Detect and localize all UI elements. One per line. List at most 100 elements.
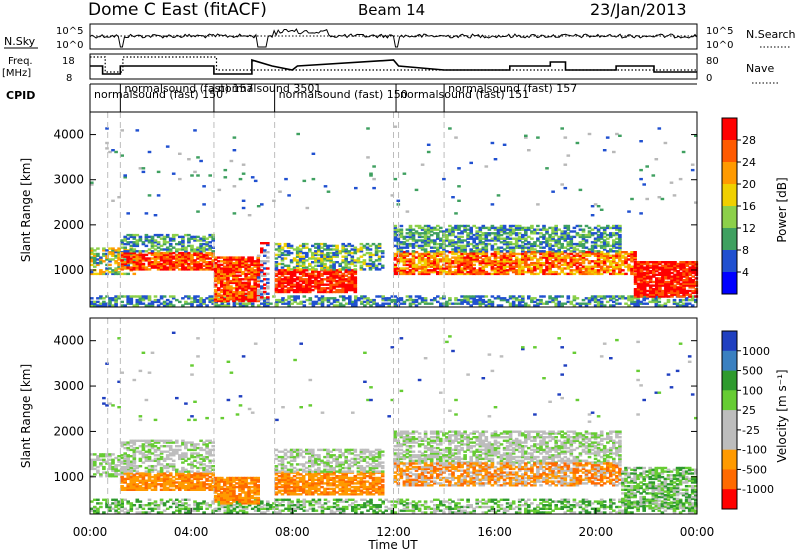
- heatmap-cell: [602, 241, 607, 244]
- heatmap-cell: [301, 246, 306, 249]
- heatmap-cell: [326, 257, 330, 260]
- heatmap-cell: [126, 509, 130, 512]
- heatmap-cell: [445, 265, 449, 268]
- heatmap-cell: [123, 258, 127, 261]
- heatmap-cell: [560, 498, 564, 501]
- heatmap-cell: [460, 295, 464, 298]
- noise-line: [89, 28, 698, 48]
- heatmap-cell: [393, 258, 398, 261]
- heatmap-cell: [587, 502, 592, 505]
- heatmap-cell: [156, 251, 161, 255]
- heatmap-cell: [260, 511, 264, 514]
- heatmap-cell: [213, 290, 218, 294]
- heatmap-cell: [672, 302, 677, 305]
- heatmap-cell: [138, 250, 143, 253]
- heatmap-cell: [347, 272, 352, 276]
- heatmap-cell: [484, 272, 489, 276]
- heatmap-cell: [457, 269, 461, 272]
- heatmap-cell: [159, 268, 164, 271]
- heatmap-cell: [478, 242, 483, 246]
- heatmap-cell: [411, 244, 416, 248]
- heatmap-cell: [184, 302, 188, 305]
- heatmap-cell: [411, 263, 416, 267]
- heatmap-cell: [399, 230, 404, 233]
- heatmap-cell: [238, 258, 242, 261]
- heatmap-cell: [545, 254, 549, 257]
- heatmap-cell: [666, 300, 671, 304]
- heatmap-cell: [277, 276, 282, 279]
- heatmap-cell: [542, 504, 546, 507]
- heatmap-cell: [478, 300, 483, 304]
- heatmap-cell: [229, 287, 233, 290]
- heatmap-cell: [694, 289, 699, 293]
- heatmap-cell: [478, 269, 483, 272]
- heatmap-cell: [612, 244, 616, 248]
- heatmap-cell: [533, 297, 537, 300]
- heatmap-cell: [190, 253, 194, 257]
- heatmap-cell: [120, 241, 124, 244]
- heatmap-cell: [402, 267, 407, 270]
- heatmap-cell: [609, 265, 613, 268]
- heatmap-cell: [123, 511, 127, 514]
- heatmap-cell: [223, 292, 227, 295]
- heatmap-cell: [396, 300, 401, 304]
- heatmap-cell: [445, 237, 449, 240]
- heatmap-cell: [371, 264, 376, 267]
- heatmap-cell: [359, 250, 364, 253]
- heatmap-cell: [123, 253, 127, 257]
- heatmap-cell: [554, 252, 558, 256]
- heatmap-cell: [652, 270, 656, 273]
- heatmap-cell: [514, 261, 519, 265]
- heatmap-cell: [217, 294, 221, 297]
- heatmap-cell: [548, 261, 552, 265]
- heatmap-cell: [514, 226, 519, 230]
- heatmap-cell: [685, 291, 689, 295]
- heatmap-cell: [542, 295, 546, 298]
- heatmap-cell: [602, 228, 607, 231]
- heatmap-cell: [636, 268, 641, 271]
- heatmap-cell: [691, 261, 695, 264]
- heatmap-cell: [599, 237, 604, 240]
- heatmap-cell: [199, 266, 203, 269]
- heatmap-cell: [429, 250, 434, 253]
- heatmap-cell: [469, 511, 473, 514]
- heatmap-cell: [368, 259, 373, 262]
- heatmap-cell: [475, 230, 479, 233]
- heatmap-cell: [436, 263, 440, 267]
- heatmap-cell: [153, 261, 158, 264]
- heatmap-cell: [135, 500, 140, 503]
- heatmap-cell: [226, 279, 230, 283]
- heatmap-cell: [162, 253, 167, 257]
- heatmap-cell: [296, 504, 300, 507]
- heatmap-cell: [329, 279, 333, 283]
- heatmap-cell: [402, 500, 407, 503]
- heatmap-cell: [484, 250, 489, 253]
- heatmap-cell: [554, 228, 558, 231]
- heatmap-cell: [353, 285, 358, 288]
- heatmap-cell: [184, 507, 188, 510]
- heatmap-cell: [417, 265, 422, 268]
- heatmap-cell: [405, 504, 410, 507]
- heatmap-cell: [627, 210, 631, 213]
- heatmap-cell: [475, 295, 479, 298]
- heatmap-cell: [311, 255, 315, 258]
- heatmap-cell: [511, 230, 516, 233]
- heatmap-cell: [253, 285, 257, 288]
- heatmap-cell: [108, 300, 112, 304]
- heatmap-cell: [405, 498, 410, 501]
- heatmap-cell: [578, 270, 583, 274]
- heatmap-cell: [405, 250, 410, 253]
- heatmap-cell: [566, 263, 571, 267]
- heatmap-cell: [475, 300, 479, 304]
- heatmap-cell: [199, 253, 203, 257]
- heatmap-cell: [661, 291, 665, 295]
- heatmap-cell: [402, 258, 407, 261]
- heatmap-cell: [694, 266, 699, 269]
- heatmap-cell: [596, 224, 601, 228]
- heatmap-cell: [636, 271, 641, 275]
- heatmap-cell: [596, 269, 601, 272]
- heatmap-cell: [493, 270, 498, 274]
- heatmap-cell: [484, 258, 489, 261]
- heatmap-cell: [405, 232, 410, 235]
- heatmap-cell: [208, 300, 212, 304]
